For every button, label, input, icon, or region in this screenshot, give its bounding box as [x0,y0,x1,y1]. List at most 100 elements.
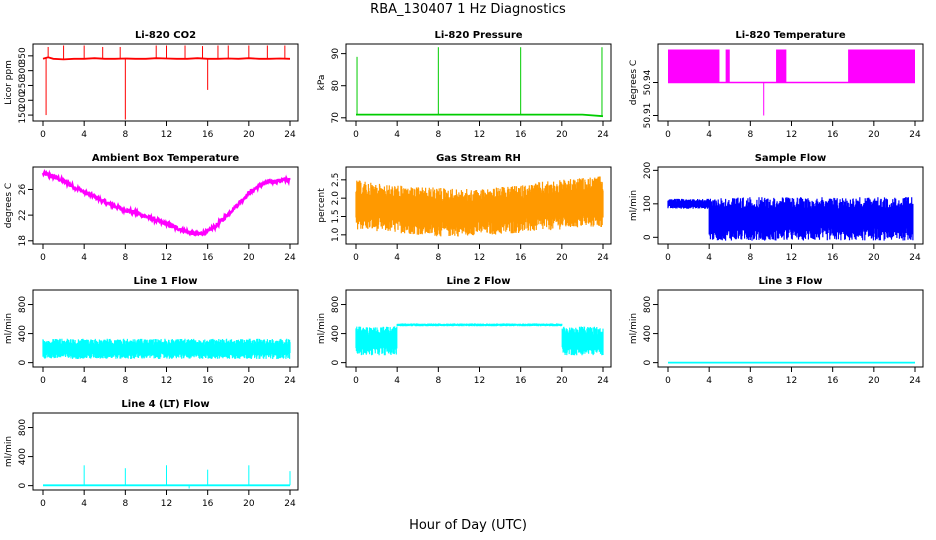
x-tick-label: 0 [40,376,46,386]
x-tick-label: 4 [394,376,400,386]
y-tick-label: 22 [18,209,28,220]
x-tick-label: 0 [40,253,46,263]
x-tick-label: 24 [597,253,609,263]
temperature-band [668,49,720,83]
panel-ylabel: ml/min [317,313,327,344]
x-tick-label: 20 [243,130,255,140]
x-tick-label: 20 [243,376,255,386]
y-tick-label: 1.5 [331,209,341,223]
x-tick-label: 12 [786,253,797,263]
panel-title: Ambient Box Temperature [92,153,239,164]
x-tick-label: 16 [827,130,839,140]
x-tick-label: 0 [40,130,46,140]
x-tick-label: 24 [284,130,296,140]
y-tick-label: 800 [331,296,341,313]
panel-title: Li-820 Pressure [434,30,522,41]
panel-rh: Gas Stream RH percent 0 4 8 12 16 20 24 1.0 1.5 2.0… [317,153,612,263]
y-tick-label: 2.5 [331,173,341,187]
y-tick-label: 0 [643,234,653,240]
x-tick-label: 0 [665,130,671,140]
x-tick-label: 12 [161,499,172,509]
series-band [355,323,604,356]
x-tick-label: 12 [161,376,172,386]
y-tick-label: 90 [331,48,341,60]
panel-ylabel: ml/min [4,313,14,344]
panel-ylabel: kPa [317,75,327,91]
panel-ylabel: ml/min [629,190,639,221]
x-tick-label: 4 [394,130,400,140]
x-tick-label: 8 [747,376,753,386]
y-tick-label: 350 [18,47,28,64]
x-tick-label: 4 [81,253,87,263]
temperature-band [725,49,730,83]
x-tick-label: 20 [868,130,880,140]
x-tick-label: 8 [747,253,753,263]
panel-line4: Line 4 (LT) Flow ml/min 0 4 8 12 16 20 24 0 400 800 [4,399,299,509]
x-tick-label: 0 [353,130,359,140]
panel-ylabel: degrees C [4,183,14,228]
x-tick-label: 24 [909,130,921,140]
panel-line3: Line 3 Flow ml/min 0 4 8 12 16 20 24 0 400 800 [629,276,924,386]
panel-frame [345,43,612,122]
y-tick-label: 200 [643,161,653,178]
y-tick-label: 80 [331,80,341,92]
x-tick-label: 24 [284,499,296,509]
panel-frame [345,166,612,245]
x-tick-label: 20 [556,376,568,386]
x-tick-label: 4 [706,253,712,263]
y-tick-label: 800 [18,296,28,313]
x-tick-label: 24 [597,130,609,140]
x-tick-label: 16 [202,253,214,263]
panel-title: Line 4 (LT) Flow [121,399,209,410]
y-tick-label: 0 [643,360,653,366]
y-tick-label: 400 [18,448,28,465]
y-tick-label: 150 [18,106,28,123]
temperature-band [776,49,787,83]
y-tick-label: 26 [18,183,28,195]
series-band [42,338,291,359]
panel-frame [345,289,612,368]
series-band [355,176,604,237]
panel-ylabel: percent [317,188,327,223]
panel-title: Gas Stream RH [436,153,521,164]
x-tick-label: 8 [435,130,441,140]
x-tick-label: 20 [556,130,568,140]
y-tick-label: 2.0 [331,191,341,206]
x-tick-label: 12 [161,253,172,263]
x-tick-label: 8 [435,376,441,386]
x-tick-label: 8 [122,376,128,386]
panel-frame [32,166,299,245]
x-tick-label: 16 [202,130,214,140]
y-tick-label: 18 [18,235,28,247]
panel-ylabel: ml/min [629,313,639,344]
x-tick-label: 8 [122,499,128,509]
panel-ylabel: ml/min [4,436,14,467]
x-tick-label: 4 [706,130,712,140]
y-tick-label: 800 [643,296,653,313]
x-tick-label: 0 [665,376,671,386]
x-tick-label: 0 [353,253,359,263]
x-tick-label: 0 [665,253,671,263]
y-tick-label: 50.91 [643,103,653,129]
y-tick-label: 250 [18,77,28,94]
x-tick-label: 4 [394,253,400,263]
x-tick-label: 12 [474,130,485,140]
panel-title: Li-820 Temperature [735,30,845,41]
x-tick-label: 16 [202,376,214,386]
y-tick-label: 400 [643,325,653,342]
x-tick-label: 4 [81,376,87,386]
panel-title: Line 2 Flow [447,276,511,287]
y-tick-label: 0 [331,360,341,366]
figure-title: RBA_130407 1 Hz Diagnostics [370,2,566,17]
panel-sample: Sample Flow ml/min 0 4 8 12 16 20 24 0 100 200 [629,153,924,263]
y-tick-label: 200 [18,91,28,108]
panel-pressure: Li-820 Pressure kPa 0 4 8 12 16 20 24 70 80 90 [317,30,612,140]
x-tick-label: 16 [515,376,527,386]
x-tick-label: 8 [122,130,128,140]
x-tick-label: 4 [81,130,87,140]
y-tick-label: 400 [18,325,28,342]
series-band [667,197,914,241]
